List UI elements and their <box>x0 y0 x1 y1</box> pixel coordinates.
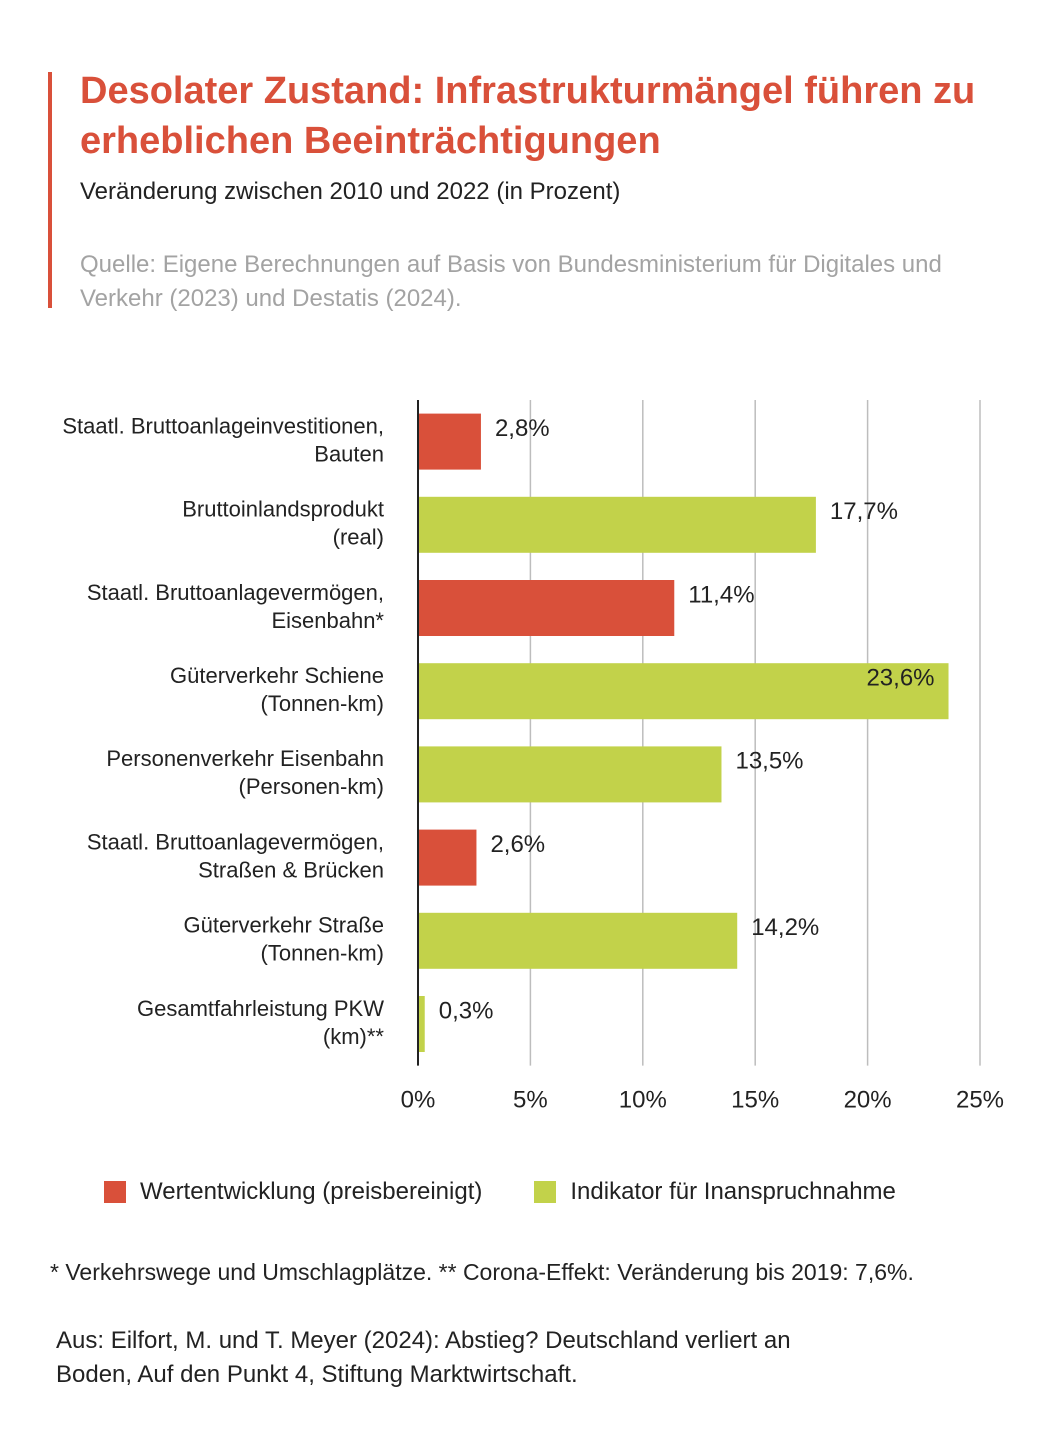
category-label: Bruttoinlandsprodukt <box>182 497 384 522</box>
data-label: 11,4% <box>688 581 754 608</box>
category-label: Straßen & Brücken <box>198 857 384 882</box>
category-label: (Tonnen-km) <box>261 691 384 716</box>
category-label: Staatl. Bruttoanlagevermögen, <box>87 829 384 854</box>
category-label: (km)** <box>323 1024 385 1049</box>
category-label: Bauten <box>314 441 384 466</box>
chart-legend: Wertentwicklung (preisbereinigt) Indikat… <box>104 1174 896 1210</box>
legend-swatch-green <box>534 1181 557 1203</box>
legend-item-usage-indicator: Indikator für Inanspruchnahme <box>534 1178 896 1206</box>
footnote: * Verkehrswege und Umschlagplätze. ** Co… <box>50 1259 914 1285</box>
bar <box>418 413 481 470</box>
source-note: Quelle: Eigene Berechnungen auf Basis vo… <box>80 251 942 312</box>
data-label: 17,7% <box>830 498 898 525</box>
citation-line: Aus: Eilfort, M. und T. Meyer (2024): Ab… <box>56 1327 791 1354</box>
tick-label: 10% <box>619 1087 667 1114</box>
legend-item-value-development: Wertentwicklung (preisbereinigt) <box>104 1178 482 1206</box>
bar <box>418 580 675 636</box>
tick-label: 20% <box>844 1087 892 1114</box>
data-label: 23,6% <box>866 665 934 692</box>
data-label: 14,2% <box>751 914 819 941</box>
data-label: 2,6% <box>490 831 545 858</box>
bar <box>418 912 738 969</box>
category-label: Güterverkehr Schiene <box>170 663 384 688</box>
bar-chart: 2,8% Staatl. Bruttoanlageinvestitionen, Ba… <box>62 400 1004 1114</box>
data-label: 2,8% <box>495 415 550 442</box>
category-label: (Personen-km) <box>239 774 384 799</box>
bar <box>418 496 816 553</box>
chart-subtitle: Veränderung zwischen 2010 und 2022 (in P… <box>80 178 621 205</box>
legend-label: Wertentwicklung (preisbereinigt) <box>140 1178 483 1205</box>
bar <box>418 996 425 1052</box>
category-label: Gesamtfahrleistung PKW <box>137 996 384 1021</box>
category-label: Staatl. Bruttoanlageinvestitionen, <box>62 413 384 438</box>
category-label: Eisenbahn* <box>271 608 384 633</box>
legend-swatch-red <box>104 1181 126 1203</box>
title-accent-bar <box>48 72 52 308</box>
legend-label: Indikator für Inanspruchnahme <box>570 1178 896 1205</box>
tick-label: 5% <box>513 1087 548 1114</box>
tick-label: 0% <box>401 1087 436 1114</box>
bar <box>418 746 722 803</box>
data-label: 13,5% <box>735 748 803 775</box>
data-label: 0,3% <box>439 997 494 1024</box>
chart-title: Desolater Zustand: Infrastrukturmängel f… <box>80 70 976 162</box>
category-label: Staatl. Bruttoanlagevermögen, <box>87 580 384 605</box>
tick-label: 15% <box>731 1087 779 1114</box>
citation: Aus: Eilfort, M. und T. Meyer (2024): Ab… <box>56 1324 956 1392</box>
category-label: Güterverkehr Straße <box>183 913 384 938</box>
bar <box>418 829 477 886</box>
tick-label: 25% <box>956 1087 1004 1114</box>
category-label: (real) <box>333 525 384 550</box>
citation-line: Boden, Auf den Punkt 4, Stiftung Marktwi… <box>56 1361 578 1388</box>
category-label: Personenverkehr Eisenbahn <box>106 746 384 771</box>
category-label: (Tonnen-km) <box>261 941 384 966</box>
bar <box>418 663 949 720</box>
